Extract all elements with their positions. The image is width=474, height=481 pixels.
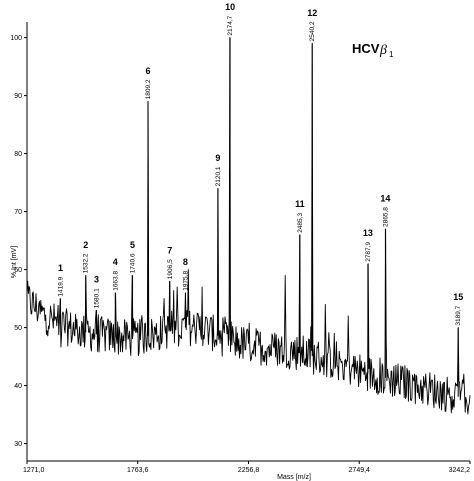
peak-13-mass-label: 2787,9: [365, 242, 372, 262]
y-tick-label: 90: [14, 93, 22, 100]
y-tick-label: 50: [14, 325, 22, 332]
y-axis-label: % Int [mV]: [11, 246, 18, 278]
peak-11-mass-label: 2485,3: [297, 213, 304, 233]
x-tick-label: 2256,8: [238, 467, 260, 474]
peak-9-mass-label: 2120,1: [215, 166, 222, 186]
peak-1-number: 1: [58, 263, 63, 273]
x-tick-label: 1271,0: [23, 467, 45, 474]
peak-13-number: 13: [363, 228, 373, 238]
peak-6-number: 6: [145, 66, 150, 76]
title-symbol: β: [379, 43, 387, 58]
peak-14-number: 14: [380, 193, 390, 203]
x-tick-label: 3242,2: [449, 467, 471, 474]
y-tick-label: 100: [10, 35, 22, 42]
axes: [26, 22, 470, 462]
title-subscript: 1: [389, 50, 394, 59]
peak-annotations: 1419,9 1 1532,2 2 1580,1 3 1663,8 4 1740,6 5 1809,…: [57, 2, 463, 397]
peak-10-number: 10: [225, 2, 235, 12]
ticks: 30 40 50 60 70 80 90 100 1271,0 1763,6 2256,8 2749,…: [10, 35, 471, 474]
x-axis-label: Mass [m/z]: [277, 474, 311, 481]
peak-7-mass-label: 1906,5: [167, 259, 174, 279]
peak-4-mass-label: 1663,8: [112, 271, 119, 291]
peak-2-number: 2: [83, 240, 88, 250]
peak-2-mass-label: 1532,2: [83, 253, 90, 273]
y-tick-label: 40: [14, 383, 22, 390]
x-tick-label: 1763,6: [127, 467, 149, 474]
peak-11-number: 11: [295, 199, 305, 209]
y-tick-label: 80: [14, 151, 22, 158]
peak-8-mass-label: 1975,8: [182, 271, 189, 291]
peak-9-number: 9: [215, 153, 220, 163]
title-text: HCV: [352, 41, 380, 56]
y-tick-label: 60: [14, 267, 22, 274]
peak-10-mass-label: 2174,7: [227, 15, 234, 35]
peak-12-number: 12: [307, 8, 317, 18]
peak-3-number: 3: [94, 275, 99, 285]
peak-12-mass-label: 2540,2: [309, 21, 316, 41]
peak-6-mass-label: 1809,2: [145, 79, 152, 99]
peak-7-number: 7: [167, 246, 172, 256]
spectrum-trace: [26, 37, 471, 415]
x-tick-label: 2749,4: [349, 467, 371, 474]
y-tick-label: 70: [14, 209, 22, 216]
peak-8-number: 8: [183, 257, 188, 267]
peak-5-mass-label: 1740,6: [130, 253, 137, 273]
peak-14-mass-label: 2865,8: [382, 207, 389, 227]
y-tick-label: 30: [14, 441, 22, 448]
peak-15-number: 15: [453, 292, 463, 302]
peak-1-mass-label: 1419,9: [57, 276, 64, 296]
peak-4-number: 4: [113, 257, 118, 267]
chart-title: HCV β 1: [352, 41, 394, 59]
peak-15-mass-label: 3189,7: [455, 305, 462, 325]
peak-5-number: 5: [130, 240, 135, 250]
peak-3-mass-label: 1580,1: [93, 288, 100, 308]
